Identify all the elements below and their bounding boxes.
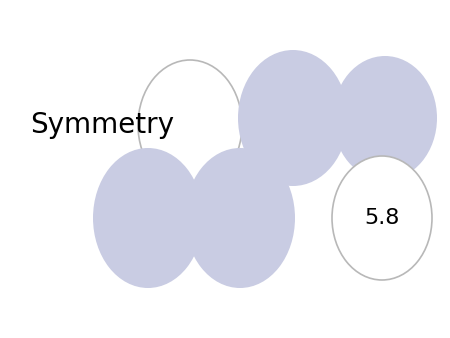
Ellipse shape [138, 60, 242, 190]
Ellipse shape [332, 156, 432, 280]
Ellipse shape [185, 148, 295, 288]
Text: 5.8: 5.8 [364, 208, 400, 228]
Ellipse shape [333, 56, 437, 180]
Ellipse shape [93, 148, 203, 288]
Text: Symmetry: Symmetry [30, 111, 174, 139]
Ellipse shape [238, 50, 348, 186]
